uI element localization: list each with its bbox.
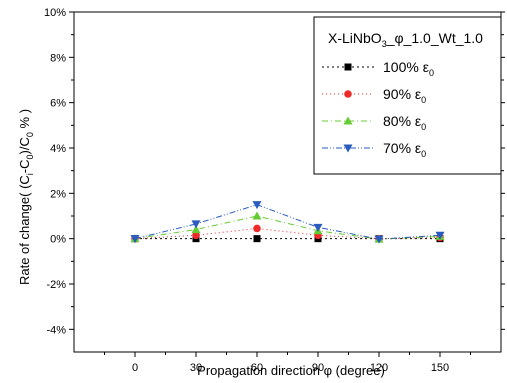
y-tick-label: -2% [46,279,66,291]
data-point [252,211,262,220]
x-tick-label: 0 [132,362,138,374]
y-tick-label: -4% [46,324,66,336]
series-line [134,227,441,240]
legend-item-0: 100% ε0 [322,59,434,78]
data-point [130,235,140,244]
y-tick-label: 6% [50,98,66,110]
x-axis-label: Propagation direction φ (degree) [197,363,385,378]
legend-item-1: 90% ε0 [322,86,426,105]
legend-title: X-LiNbO3_φ_1.0_Wt_1.0 [328,30,483,49]
y-tick-label: 10% [44,7,66,19]
x-tick-label: 30 [190,362,202,374]
data-point [374,235,384,244]
y-tick-label: 4% [50,143,66,155]
x-tick-label: 90 [312,362,324,374]
series-layer [130,201,445,244]
series-line [134,204,441,240]
y-tick-label: 0% [50,234,66,246]
legend-marker [343,116,353,125]
legend-label: 90% ε0 [383,86,426,105]
legend-label: 70% ε0 [383,140,426,159]
data-point [253,235,261,243]
legend-label: 100% ε0 [383,59,434,78]
data-point [313,223,323,232]
series-0 [131,235,444,243]
data-point [252,201,262,210]
y-tick-label: 2% [50,188,66,200]
data-point [191,225,201,234]
legend-marker [344,90,352,98]
y-axis-label: Rate of change( (Ci-C0)/C0 % ) [17,109,35,285]
legend-label: 80% ε0 [383,113,426,132]
series-1 [131,224,444,243]
data-point [191,220,201,229]
x-tick-label: 60 [251,362,263,374]
ticks: 0 30 60 90 120 150 -4% -2% 0% 2% 4% 6% 8% 10% [44,7,505,374]
data-point [192,231,200,240]
legend: X-LiNbO3_φ_1.0_Wt_1.0 100% ε0 90% ε0 80% ε… [313,16,502,175]
y-tick-label: 8% [50,52,66,64]
legend-item-2: 80% ε0 [322,113,426,132]
legend-items: 100% ε0 90% ε0 80% ε0 70% ε0 [322,59,434,159]
legend-marker [344,63,352,71]
legend-item-3: 70% ε0 [322,140,426,159]
data-point [253,224,261,233]
x-tick-label: 150 [431,362,449,374]
data-point [435,231,445,240]
x-tick-label: 120 [370,362,388,374]
series-3 [130,201,445,244]
legend-marker [343,144,353,153]
